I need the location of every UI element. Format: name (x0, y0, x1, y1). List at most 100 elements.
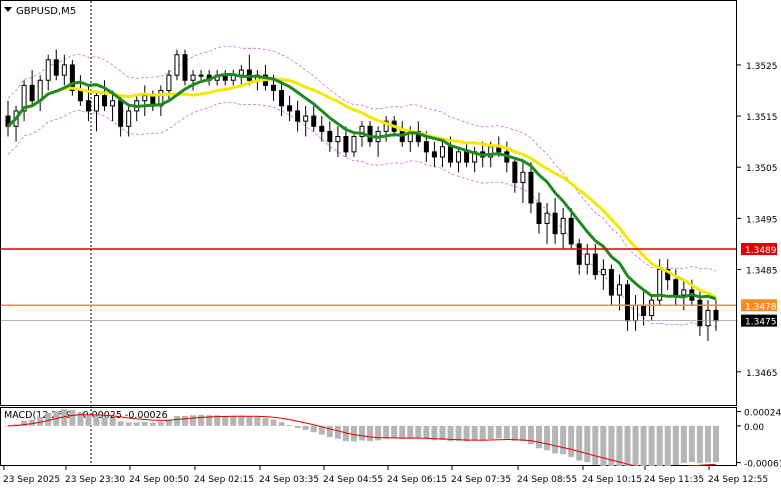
macd-bar (37, 416, 44, 426)
macd-bar (511, 425, 518, 441)
macd-bar (495, 425, 502, 439)
macd-bar (326, 425, 333, 438)
macd-bar (214, 415, 221, 426)
candle-body (319, 125, 325, 132)
macd-bar (230, 415, 237, 426)
macd-bar (254, 416, 261, 426)
macd-bar (479, 425, 486, 441)
macd-bar (141, 421, 148, 426)
macd-bar (173, 416, 180, 426)
candle-body (415, 130, 421, 143)
macd-bar (149, 422, 156, 426)
candle-body (681, 289, 687, 296)
symbol-dropdown-icon[interactable] (4, 7, 12, 12)
macd-bar (680, 425, 687, 464)
candle-body (61, 64, 67, 76)
level-tag-label: 1.3489 (745, 246, 777, 256)
candle-body (29, 84, 35, 102)
macd-bar (318, 425, 325, 435)
macd-bar (656, 425, 663, 466)
macd-bar (664, 425, 671, 466)
current-price-tag (741, 314, 777, 327)
macd-bar (157, 421, 164, 426)
macd-bar (568, 425, 575, 457)
candle-body (713, 309, 719, 322)
macd-bar (576, 425, 583, 461)
macd-bar (190, 415, 197, 426)
lower-band (7, 102, 717, 328)
candle-body (238, 69, 244, 76)
candle-body (512, 161, 518, 184)
macd-bar (310, 425, 317, 433)
candle-body (94, 95, 99, 112)
candle-body (423, 141, 429, 153)
macd-bar (69, 410, 76, 426)
candle-body (303, 115, 309, 122)
macd-bar (21, 420, 28, 426)
y-tick-label: 1.3485 (746, 266, 778, 276)
level-tag (741, 243, 777, 256)
candles (5, 49, 719, 342)
x-tick-label: 24 Sep 06:15 (387, 475, 447, 485)
macd-tick-label: 0.00024 (744, 408, 781, 418)
candle-body (69, 64, 75, 91)
moving-averages (6, 73, 717, 301)
macd-bar (624, 425, 631, 466)
candle-body (641, 304, 647, 317)
macd-bar (431, 425, 438, 441)
candle-body (439, 146, 445, 158)
x-tick-label: 23 Sep 2025 (3, 475, 60, 485)
macd-bar (704, 425, 711, 463)
macd-bar (503, 425, 510, 439)
candle-body (616, 284, 622, 296)
fast-moving-average (6, 73, 717, 301)
candle-body (359, 125, 365, 138)
macd-histogram (5, 409, 719, 466)
candle-body (311, 115, 317, 127)
macd-bar (519, 425, 526, 442)
candle-body (85, 100, 91, 112)
candle-body (456, 151, 462, 163)
x-tick-label: 24 Sep 03:35 (259, 475, 319, 485)
current-price-label: 1.3475 (745, 318, 777, 328)
macd-bar (350, 425, 357, 442)
candle-body (182, 54, 188, 81)
macd-bar (536, 425, 542, 449)
macd-bar (342, 425, 349, 442)
macd-bar (463, 425, 470, 442)
x-tick-label: 23 Sep 23:30 (65, 475, 125, 485)
macd-bar (487, 425, 494, 440)
macd-bar (375, 425, 382, 441)
candle-body (448, 146, 453, 163)
macd-bar (262, 417, 269, 426)
candle-body (118, 100, 124, 127)
macd-bar (447, 425, 454, 442)
y-tick-label: 1.3465 (746, 369, 778, 379)
macd-bar (334, 425, 341, 439)
macd-bar (45, 412, 52, 426)
macd-bar (165, 419, 172, 426)
macd-bar (600, 425, 607, 466)
x-tick-label: 24 Sep 12:55 (708, 475, 768, 485)
y-tick-label: 1.3505 (746, 164, 778, 174)
macd-bar (527, 425, 534, 445)
macd-bar (696, 425, 703, 464)
macd-bar (246, 416, 253, 426)
candle-body (21, 84, 27, 112)
macd-bar (270, 419, 277, 426)
macd-bar (640, 425, 647, 466)
candle-body (198, 74, 204, 77)
macd-bar (415, 425, 422, 439)
macd-bar (544, 425, 551, 451)
candle-body (53, 59, 59, 76)
candle-body (649, 299, 655, 317)
candle-body (142, 95, 148, 102)
x-tick-label: 24 Sep 10:15 (582, 475, 642, 485)
macd-bar (206, 415, 213, 426)
candle-body (110, 100, 116, 107)
candle-body (592, 253, 598, 276)
candle-body (271, 84, 276, 91)
macd-bar (455, 425, 462, 441)
macd-bar (61, 409, 68, 426)
